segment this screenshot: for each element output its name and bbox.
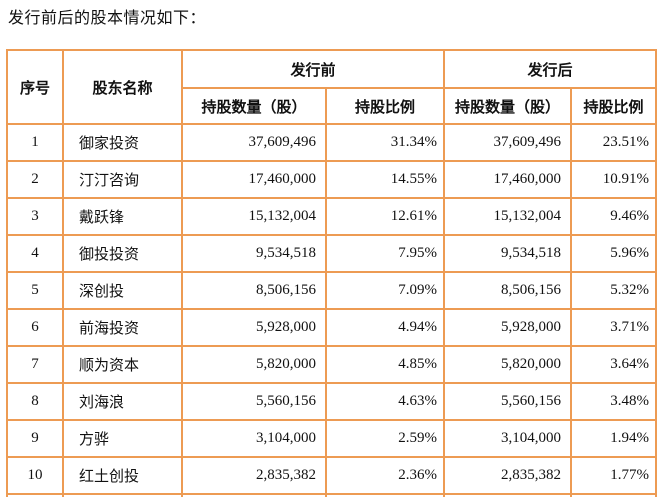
post-ratio: 3.48% xyxy=(570,382,658,421)
row-no: 4 xyxy=(6,234,64,273)
post-ratio: 23.51% xyxy=(570,123,658,162)
row-no: 8 xyxy=(6,382,64,421)
pre-ratio: 7.95% xyxy=(324,234,446,273)
pre-shares: 5,928,000 xyxy=(181,308,327,347)
row-no: 2 xyxy=(6,160,64,199)
post-shares: 5,820,000 xyxy=(443,345,573,384)
pre-shares: 17,460,000 xyxy=(181,160,327,199)
table-row: 9 方骅 3,104,000 2.59% 3,104,000 1.94% xyxy=(6,419,658,458)
pre-shares: 5,820,000 xyxy=(181,345,327,384)
pre-ratio: 4.94% xyxy=(324,308,446,347)
header-shareholder: 股东名称 xyxy=(62,49,183,125)
shareholder-name: 御家投资 xyxy=(62,123,183,162)
pre-ratio: 31.34% xyxy=(324,123,446,162)
table-row: 2 汀汀咨询 17,460,000 14.55% 17,460,000 10.9… xyxy=(6,160,658,199)
row-no: 5 xyxy=(6,271,64,310)
pre-shares: 5,560,156 xyxy=(181,382,327,421)
pre-shares: 8,506,156 xyxy=(181,271,327,310)
header-pre-issue-group: 发行前 xyxy=(180,49,446,89)
row-no: 3 xyxy=(6,197,64,236)
table-header-row-group: 序号 股东名称 发行前 发行后 xyxy=(6,49,658,125)
pre-shares: 3,104,000 xyxy=(181,419,327,458)
post-ratio: 9.46% xyxy=(570,197,658,236)
table-header-row-sub: 持股数量（股） 持股比例 持股数量（股） 持股比例 xyxy=(7,87,658,125)
row-no: 9 xyxy=(6,419,64,458)
shareholder-name: 方骅 xyxy=(62,419,183,458)
pre-ratio: 2.36% xyxy=(324,456,446,495)
page-title: 发行前后的股本情况如下： xyxy=(8,10,207,27)
pre-shares: 15,132,004 xyxy=(181,197,327,236)
post-shares: 8,506,156 xyxy=(443,271,573,310)
post-shares: 9,534,518 xyxy=(443,234,573,273)
shareholder-name: 深创投 xyxy=(62,271,183,310)
table-row: 8 刘海浪 5,560,156 4.63% 5,560,156 3.48% xyxy=(6,382,658,421)
post-shares: 15,132,004 xyxy=(443,197,573,236)
header-ratio-pre: 持股比例 xyxy=(324,87,446,125)
table-row: 5 深创投 8,506,156 7.09% 8,506,156 5.32% xyxy=(6,271,658,310)
post-shares: 2,835,382 xyxy=(443,456,573,495)
pre-ratio: 2.59% xyxy=(324,419,446,458)
table-row: 6 前海投资 5,928,000 4.94% 5,928,000 3.71% xyxy=(6,308,658,347)
post-ratio: 3.71% xyxy=(570,308,658,347)
table-row: 10 红土创投 2,835,382 2.36% 2,835,382 1.77% xyxy=(6,456,658,495)
post-ratio: 10.91% xyxy=(570,160,658,199)
post-ratio: 1.77% xyxy=(570,456,658,495)
table-row: 1 御家投资 37,609,496 31.34% 37,609,496 23.5… xyxy=(6,123,658,162)
shareholder-name: 顺为资本 xyxy=(62,345,183,384)
pre-ratio: 7.09% xyxy=(324,271,446,310)
post-ratio: 5.32% xyxy=(570,271,658,310)
post-ratio: 5.96% xyxy=(570,234,658,273)
post-shares: 5,928,000 xyxy=(443,308,573,347)
header-shares-post: 持股数量（股） xyxy=(443,87,573,125)
row-no: 6 xyxy=(6,308,64,347)
row-no: 7 xyxy=(6,345,64,384)
post-ratio: 3.64% xyxy=(570,345,658,384)
table-row: 3 戴跃锋 15,132,004 12.61% 15,132,004 9.46% xyxy=(6,197,658,236)
post-shares: 3,104,000 xyxy=(443,419,573,458)
table-row: 7 顺为资本 5,820,000 4.85% 5,820,000 3.64% xyxy=(6,345,658,384)
table-row-partial xyxy=(6,493,658,497)
share-capital-table: 序号 股东名称 发行前 发行后 持股数量（股） 持股比例 持股数量（股） 持股比… xyxy=(6,49,658,497)
pre-shares: 37,609,496 xyxy=(181,123,327,162)
post-shares: 17,460,000 xyxy=(443,160,573,199)
shareholder-name: 红土创投 xyxy=(62,456,183,495)
header-ratio-post: 持股比例 xyxy=(570,87,658,125)
header-post-issue-group: 发行后 xyxy=(443,49,658,89)
shareholder-name: 刘海浪 xyxy=(62,382,183,421)
pre-ratio: 4.63% xyxy=(324,382,446,421)
header-shares-pre: 持股数量（股） xyxy=(181,87,327,125)
post-shares: 5,560,156 xyxy=(443,382,573,421)
shareholder-name: 前海投资 xyxy=(62,308,183,347)
pre-shares: 9,534,518 xyxy=(181,234,327,273)
pre-ratio: 12.61% xyxy=(324,197,446,236)
shareholder-name: 汀汀咨询 xyxy=(62,160,183,199)
shareholder-name: 戴跃锋 xyxy=(62,197,183,236)
pre-shares: 2,835,382 xyxy=(181,456,327,495)
row-no: 1 xyxy=(6,123,64,162)
pre-ratio: 4.85% xyxy=(324,345,446,384)
row-no: 10 xyxy=(6,456,64,495)
shareholder-name: 御投投资 xyxy=(62,234,183,273)
post-ratio: 1.94% xyxy=(570,419,658,458)
header-no: 序号 xyxy=(6,49,64,125)
table-row: 4 御投投资 9,534,518 7.95% 9,534,518 5.96% xyxy=(6,234,658,273)
pre-ratio: 14.55% xyxy=(324,160,446,199)
post-shares: 37,609,496 xyxy=(443,123,573,162)
